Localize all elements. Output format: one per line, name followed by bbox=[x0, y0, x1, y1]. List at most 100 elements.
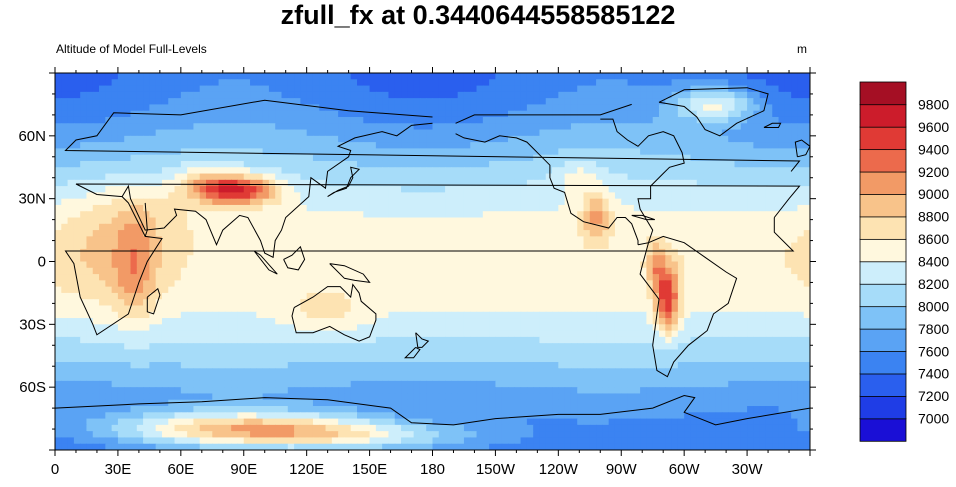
field-cell bbox=[80, 248, 88, 256]
field-cell bbox=[659, 116, 666, 124]
field-cell bbox=[558, 135, 566, 143]
field-cell bbox=[520, 123, 528, 131]
field-cell bbox=[325, 148, 333, 156]
field-cell bbox=[621, 73, 629, 80]
field-cell bbox=[130, 154, 138, 162]
field-cell bbox=[136, 248, 144, 256]
field-cell bbox=[558, 179, 566, 187]
field-cell bbox=[124, 154, 132, 162]
field-cell bbox=[463, 85, 471, 93]
field-cell bbox=[105, 104, 113, 112]
field-cell bbox=[212, 267, 220, 275]
field-cell bbox=[306, 230, 314, 237]
field-cell bbox=[640, 236, 648, 244]
field-cell bbox=[539, 267, 547, 275]
field-cell bbox=[438, 98, 446, 106]
field-cell bbox=[419, 73, 427, 80]
field-cell bbox=[740, 255, 748, 263]
field-cell bbox=[250, 324, 257, 332]
field-cell bbox=[577, 242, 585, 250]
field-cell bbox=[250, 236, 257, 244]
field-cell bbox=[388, 292, 396, 300]
field-cell bbox=[268, 305, 276, 313]
field-cell bbox=[765, 186, 773, 193]
field-cell bbox=[759, 85, 767, 93]
field-cell bbox=[747, 116, 754, 124]
field-cell bbox=[357, 135, 364, 143]
field-cell bbox=[331, 261, 339, 269]
field-cell bbox=[728, 286, 736, 294]
field-cell bbox=[457, 261, 465, 269]
field-cell bbox=[577, 236, 585, 244]
field-cell bbox=[671, 116, 679, 124]
field-cell bbox=[124, 135, 132, 143]
field-cell bbox=[577, 91, 585, 99]
field-cell bbox=[312, 173, 320, 181]
field-cell bbox=[325, 79, 333, 87]
field-cell bbox=[451, 330, 459, 338]
field-cell bbox=[193, 79, 201, 87]
field-cell bbox=[665, 211, 673, 219]
field-cell bbox=[199, 104, 207, 112]
field-cell bbox=[740, 85, 748, 93]
field-cell bbox=[187, 318, 195, 325]
field-cell bbox=[155, 330, 163, 338]
field-cell bbox=[696, 186, 704, 193]
field-cell bbox=[319, 79, 327, 87]
field-cell bbox=[174, 292, 182, 300]
field-cell bbox=[180, 142, 188, 149]
field-cell bbox=[237, 73, 245, 80]
field-cell bbox=[199, 274, 207, 281]
field-cell bbox=[394, 73, 402, 80]
field-cell bbox=[545, 255, 553, 263]
field-cell bbox=[797, 123, 805, 131]
field-cell bbox=[237, 110, 245, 118]
field-cell bbox=[570, 148, 578, 156]
field-cell bbox=[797, 318, 805, 325]
field-cell bbox=[665, 255, 673, 263]
field-cell bbox=[363, 305, 371, 313]
field-cell bbox=[243, 261, 251, 269]
field-cell bbox=[463, 179, 471, 187]
field-cell bbox=[778, 192, 786, 200]
field-cell bbox=[583, 186, 591, 193]
field-cell bbox=[124, 129, 132, 137]
field-cell bbox=[627, 242, 635, 250]
field-cell bbox=[130, 123, 138, 131]
field-cell bbox=[382, 299, 390, 307]
field-cell bbox=[161, 261, 169, 269]
field-cell bbox=[388, 223, 396, 231]
field-cell bbox=[287, 255, 295, 263]
field-cell bbox=[508, 324, 515, 332]
field-cell bbox=[451, 104, 459, 112]
field-cell bbox=[684, 204, 692, 212]
field-cell bbox=[407, 324, 415, 332]
field-cell bbox=[677, 230, 685, 237]
field-cell bbox=[294, 160, 301, 168]
field-cell bbox=[577, 217, 585, 225]
field-cell bbox=[665, 91, 673, 99]
field-cell bbox=[105, 217, 113, 225]
field-cell bbox=[621, 286, 629, 294]
field-cell bbox=[136, 324, 144, 332]
field-cell bbox=[206, 286, 213, 294]
field-cell bbox=[640, 292, 648, 300]
field-cell bbox=[174, 330, 182, 338]
field-cell bbox=[388, 211, 396, 219]
field-cell bbox=[445, 98, 452, 106]
field-cell bbox=[684, 186, 692, 193]
field-cell bbox=[803, 242, 810, 250]
field-cell bbox=[382, 104, 390, 112]
field-cell bbox=[312, 186, 320, 193]
field-cell bbox=[407, 267, 415, 275]
field-cell bbox=[627, 98, 635, 106]
field-cell bbox=[231, 198, 239, 206]
field-cell bbox=[413, 274, 421, 281]
field-cell bbox=[224, 318, 232, 325]
field-cell bbox=[99, 154, 106, 162]
field-cell bbox=[300, 274, 308, 281]
field-cell bbox=[659, 179, 666, 187]
field-cell bbox=[243, 148, 251, 156]
field-cell bbox=[482, 179, 490, 187]
field-cell bbox=[734, 230, 742, 237]
